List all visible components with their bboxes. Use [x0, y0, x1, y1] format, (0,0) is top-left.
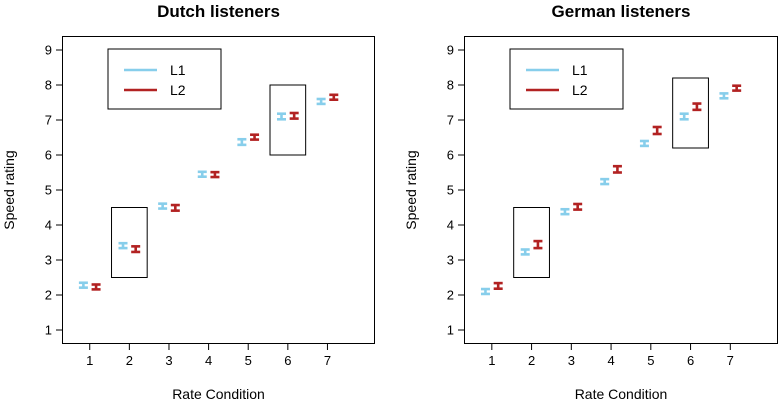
chart-panel-2: German listeners 1 2 3 4 5 6 7 8 9 1 2 3 4 5 6 7 Rate Con… [403, 2, 778, 401]
y-tick-label: 4 [45, 218, 52, 233]
errorbar-l2-cond-2 [131, 245, 141, 254]
y-tick-label: 9 [447, 43, 454, 58]
x-tick-label: 5 [245, 353, 252, 368]
errorbar-l2-cond-2 [533, 239, 543, 250]
errorbar-l2-cond-1 [91, 283, 101, 291]
errorbar-l2-cond-6 [692, 102, 702, 112]
legend-label-l2: L2 [170, 82, 186, 98]
highlight-box [269, 84, 307, 156]
legend-label-l1: L1 [572, 62, 588, 78]
y-tick-label: 5 [447, 183, 454, 198]
errorbar-l1-cond-6 [679, 112, 689, 121]
y-tick-label: 2 [45, 288, 52, 303]
chart-panel-1: Dutch listeners 1 2 3 4 5 6 7 8 9 1 2 3 4 5 6 7 Rate Cond… [1, 2, 375, 401]
chart-title: Dutch listeners [157, 2, 280, 21]
y-tick-label: 1 [45, 323, 52, 338]
legend-box [107, 48, 222, 110]
y-tick-label: 6 [45, 148, 52, 163]
errorbar-l2-cond-6 [289, 111, 299, 120]
x-tick-label: 6 [284, 353, 291, 368]
errorbar-l1-cond-4 [600, 177, 610, 186]
plot-frame [62, 36, 375, 344]
errorbar-l2-cond-1 [493, 281, 503, 291]
y-tick-label: 6 [447, 148, 454, 163]
errorbar-l1-cond-1 [480, 287, 490, 296]
y-tick-label: 3 [45, 253, 52, 268]
x-tick-label: 7 [324, 353, 331, 368]
y-tick-label: 8 [447, 78, 454, 93]
y-tick-label: 5 [45, 183, 52, 198]
x-tick-label: 2 [528, 353, 535, 368]
y-tick-label: 3 [447, 253, 454, 268]
errorbar-l1-cond-3 [560, 207, 570, 216]
highlight-box [111, 207, 148, 278]
errorbar-l2-cond-7 [732, 84, 742, 92]
x-tick-label: 3 [165, 353, 172, 368]
errorbar-l1-cond-5 [237, 137, 247, 147]
errorbar-l2-cond-3 [170, 203, 180, 212]
x-axis-label: Rate Condition [575, 386, 668, 401]
x-tick-label: 1 [86, 353, 93, 368]
x-tick-label: 6 [687, 353, 694, 368]
x-tick-label: 4 [205, 353, 212, 368]
y-tick-label: 2 [447, 288, 454, 303]
legend-label-l1: L1 [170, 62, 186, 78]
errorbar-l1-cond-7 [316, 97, 326, 106]
errorbar-l1-cond-5 [639, 139, 649, 148]
errorbar-l2-cond-7 [329, 93, 339, 101]
errorbar-l2-cond-5 [250, 133, 260, 141]
x-tick-label: 5 [647, 353, 654, 368]
y-axis-label: Speed rating [1, 150, 17, 229]
chart-title: German listeners [552, 2, 691, 21]
x-axis-label: Rate Condition [172, 386, 265, 401]
errorbar-l1-cond-6 [276, 112, 286, 121]
errorbar-l1-cond-2 [118, 241, 128, 250]
highlight-box [513, 207, 550, 278]
errorbar-l2-cond-4 [210, 170, 220, 179]
x-tick-label: 2 [126, 353, 133, 368]
y-axis-label: Speed rating [403, 150, 419, 229]
y-tick-label: 1 [447, 323, 454, 338]
errorbar-l1-cond-3 [158, 202, 168, 210]
errorbar-l1-cond-1 [78, 281, 88, 289]
errorbar-l2-cond-4 [612, 164, 622, 174]
y-tick-label: 7 [45, 113, 52, 128]
errorbar-l1-cond-4 [197, 170, 207, 178]
highlight-box [672, 77, 709, 149]
y-tick-label: 4 [447, 218, 454, 233]
x-tick-label: 4 [607, 353, 614, 368]
x-tick-label: 7 [727, 353, 734, 368]
x-tick-label: 1 [488, 353, 495, 368]
y-tick-label: 9 [45, 43, 52, 58]
y-tick-label: 7 [447, 113, 454, 128]
legend-box [509, 48, 624, 110]
x-tick-label: 3 [568, 353, 575, 368]
errorbar-l1-cond-2 [520, 248, 530, 256]
errorbar-l2-cond-3 [573, 202, 583, 211]
legend-label-l2: L2 [572, 82, 588, 98]
errorbar-l2-cond-5 [652, 125, 662, 136]
y-tick-label: 8 [45, 78, 52, 93]
errorbar-l1-cond-7 [719, 92, 729, 100]
